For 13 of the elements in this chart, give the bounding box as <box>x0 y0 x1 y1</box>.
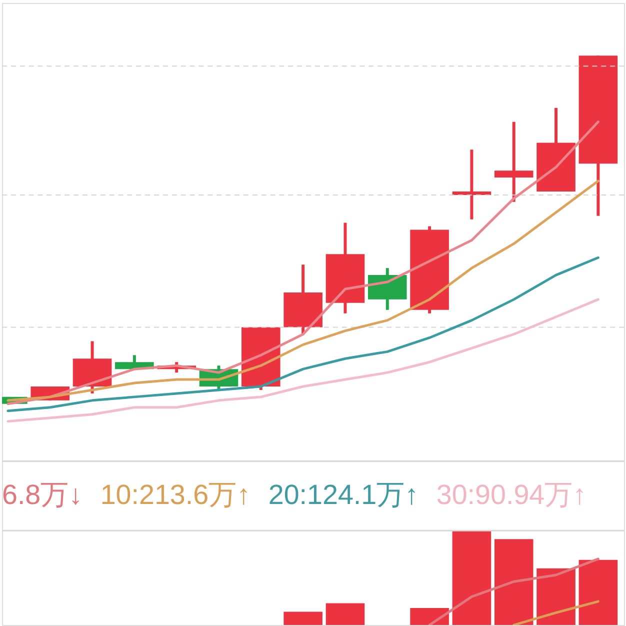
legend-label: 30:90.94万↑ <box>436 478 587 510</box>
text: 6.8万↓ <box>2 478 83 510</box>
bar <box>284 612 322 626</box>
bar <box>410 608 449 626</box>
candlestick <box>452 148 492 221</box>
candlestick <box>494 120 534 204</box>
bar <box>494 539 534 626</box>
legend-label: 20:124.1万↑ <box>268 478 419 510</box>
bar <box>536 568 576 626</box>
bar <box>326 603 365 626</box>
text: 10:213.6万↑ <box>100 478 251 510</box>
bar <box>578 560 618 626</box>
bar <box>452 530 492 626</box>
